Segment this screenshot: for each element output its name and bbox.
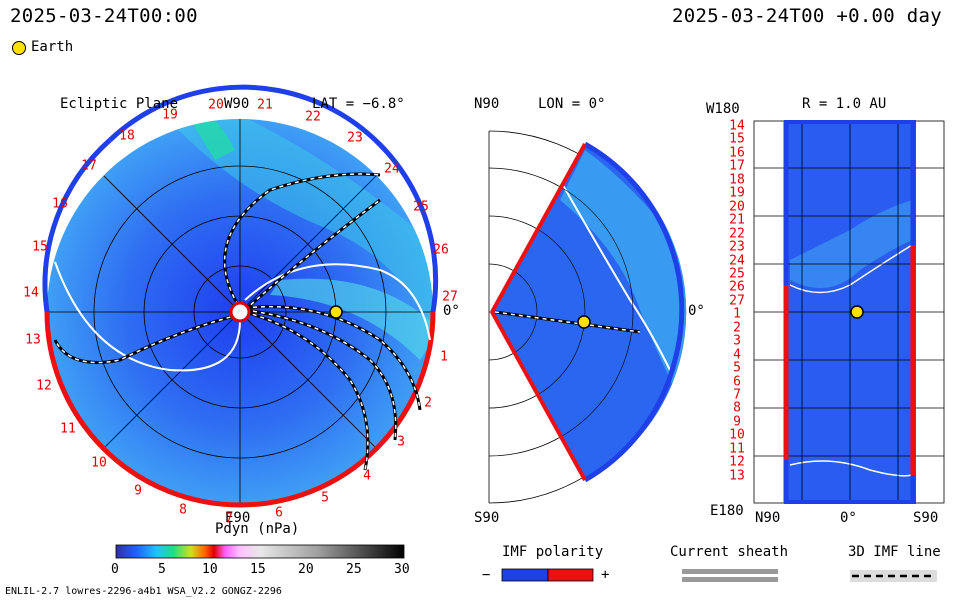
row-label-15: 15 bbox=[729, 131, 745, 147]
left-timestamp: 2025-03-24T00:00 bbox=[10, 5, 198, 27]
e90-label: E90 bbox=[225, 510, 251, 526]
s90-label-3: S90 bbox=[913, 510, 939, 526]
row-label-5: 5 bbox=[733, 360, 741, 376]
earth-legend-label: Earth bbox=[31, 39, 74, 55]
row-label-26: 26 bbox=[729, 279, 745, 295]
imf-plus: + bbox=[601, 567, 610, 583]
one-au-panel bbox=[753, 120, 945, 504]
row-label-8: 8 bbox=[733, 400, 741, 416]
zero-label-3: 0° bbox=[840, 510, 857, 526]
row-label-20: 20 bbox=[729, 199, 745, 215]
earth-marker-meridional bbox=[577, 315, 591, 329]
hour-26: 26 bbox=[433, 242, 449, 258]
row-label-21: 21 bbox=[729, 212, 745, 228]
hour-2: 2 bbox=[424, 395, 432, 411]
hour-25: 25 bbox=[413, 199, 429, 215]
w90-label: W90 bbox=[224, 96, 250, 112]
hour-20: 20 bbox=[208, 97, 224, 113]
row-label-27: 27 bbox=[729, 293, 745, 309]
r-label: R = 1.0 AU bbox=[802, 96, 887, 112]
hour-27: 27 bbox=[442, 289, 458, 305]
s90-label-2: S90 bbox=[474, 510, 500, 526]
hour-16: 16 bbox=[52, 196, 68, 212]
hour-1: 1 bbox=[440, 349, 448, 365]
row-label-23: 23 bbox=[729, 239, 745, 255]
hour-18: 18 bbox=[119, 128, 135, 144]
row-label-4: 4 bbox=[733, 347, 741, 363]
row-label-24: 24 bbox=[729, 253, 745, 268]
right-timestamp: 2025-03-24T00 +0.00 day bbox=[672, 5, 942, 27]
ecliptic-plane-panel bbox=[42, 84, 439, 508]
row-label-3: 3 bbox=[733, 333, 741, 349]
pdyn-colorbar bbox=[115, 544, 405, 559]
zero-label-2: 0° bbox=[688, 303, 705, 319]
hour-14: 14 bbox=[23, 285, 39, 301]
colorbar-title: Pdyn (nPa) bbox=[215, 521, 300, 537]
current-sheath-title: Current sheath bbox=[670, 544, 789, 560]
hour-23: 23 bbox=[347, 130, 363, 146]
zero-label-1: 0° bbox=[443, 303, 460, 319]
lat-label: LAT = −6.8° bbox=[312, 96, 405, 112]
row-label-14: 14 bbox=[729, 118, 745, 134]
model-footer: ENLIL-2.7 lowres-2296-a4b1 WSA_V2.2 GONG… bbox=[5, 586, 282, 597]
e180-label: E180 bbox=[710, 503, 744, 519]
row-label-12: 12 bbox=[729, 454, 745, 470]
earth-legend-icon bbox=[12, 41, 26, 55]
hour-7: 7 bbox=[225, 511, 233, 527]
hour-4: 4 bbox=[363, 468, 371, 484]
ecliptic-title: Ecliptic Plane bbox=[60, 96, 179, 112]
earth-marker-ecliptic bbox=[329, 305, 343, 319]
hour-17: 17 bbox=[81, 158, 97, 174]
hour-6: 6 bbox=[275, 505, 283, 521]
hour-24: 24 bbox=[384, 161, 400, 177]
imf-polarity-title: IMF polarity bbox=[502, 544, 604, 560]
cbar-tick-25: 25 bbox=[346, 562, 362, 577]
cbar-tick-0: 0 bbox=[111, 562, 119, 577]
hour-13: 13 bbox=[25, 332, 41, 348]
row-label-6: 6 bbox=[733, 374, 741, 390]
w180-label: W180 bbox=[706, 101, 740, 117]
cbar-tick-20: 20 bbox=[298, 562, 314, 577]
cbar-tick-30: 30 bbox=[394, 562, 410, 577]
hour-12: 12 bbox=[36, 378, 52, 394]
hour-11: 11 bbox=[60, 421, 76, 437]
hour-15: 15 bbox=[32, 239, 48, 255]
hour-19: 19 bbox=[162, 107, 178, 123]
row-label-2: 2 bbox=[733, 320, 741, 336]
row-label-13: 13 bbox=[729, 468, 745, 484]
lon-label: LON = 0° bbox=[538, 96, 606, 112]
row-label-25: 25 bbox=[729, 266, 745, 282]
imf-3d-title: 3D IMF line bbox=[848, 544, 941, 560]
meridional-plane-panel bbox=[488, 130, 687, 504]
imf-minus: − bbox=[482, 567, 491, 583]
row-label-17: 17 bbox=[729, 158, 745, 174]
hour-8: 8 bbox=[179, 502, 187, 518]
row-label-1: 1 bbox=[733, 306, 741, 322]
earth-marker-1au bbox=[850, 305, 864, 319]
row-label-10: 10 bbox=[729, 427, 745, 443]
n90-label-2: N90 bbox=[474, 96, 500, 112]
hour-21: 21 bbox=[257, 97, 273, 113]
cbar-tick-15: 15 bbox=[250, 562, 266, 577]
cbar-tick-10: 10 bbox=[202, 562, 218, 577]
cbar-tick-5: 5 bbox=[158, 562, 166, 577]
row-label-18: 18 bbox=[729, 172, 745, 188]
hour-5: 5 bbox=[321, 490, 329, 506]
row-label-19: 19 bbox=[729, 185, 745, 201]
hour-3: 3 bbox=[397, 434, 405, 450]
row-label-22: 22 bbox=[729, 226, 745, 242]
n90-label-3: N90 bbox=[755, 510, 781, 526]
hour-22: 22 bbox=[305, 109, 321, 125]
hour-10: 10 bbox=[91, 455, 107, 471]
row-label-16: 16 bbox=[729, 145, 745, 161]
row-label-9: 9 bbox=[733, 414, 741, 430]
row-label-11: 11 bbox=[729, 441, 745, 457]
row-label-7: 7 bbox=[733, 387, 741, 403]
hour-9: 9 bbox=[134, 483, 142, 499]
